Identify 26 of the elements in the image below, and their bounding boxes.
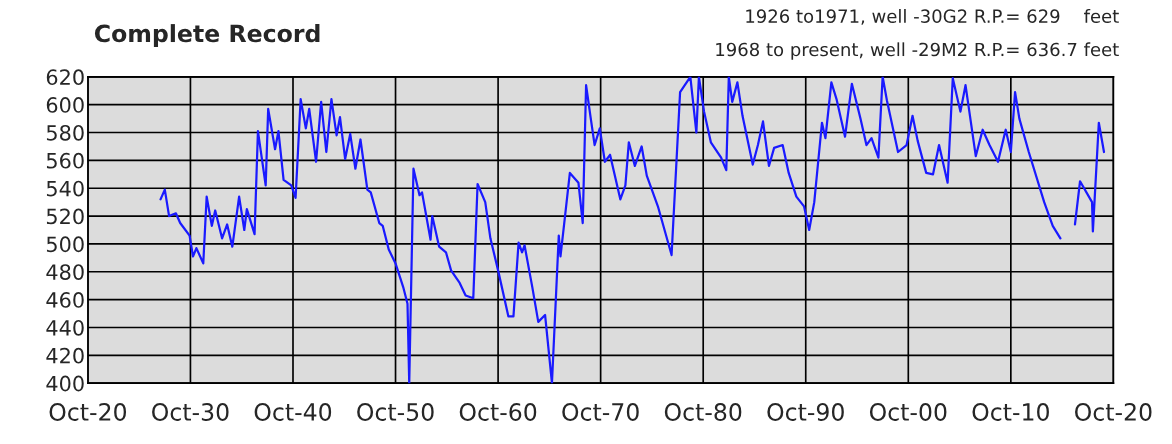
x-tick-label: Oct-50	[357, 403, 434, 421]
y-tick-label: 440	[46, 319, 84, 336]
y-tick-label: 600	[46, 97, 84, 113]
y-tick-label: 500	[46, 236, 84, 253]
y-tick-label: 520	[46, 208, 84, 225]
x-tick-label: Oct-80	[664, 403, 742, 421]
x-tick-label: Oct-70	[562, 403, 639, 421]
y-tick-label: 420	[46, 347, 84, 364]
x-tick-label: Oct-40	[254, 403, 332, 421]
x-tick-label: Oct-90	[767, 403, 844, 421]
x-tick-label: Oct-20	[49, 403, 127, 421]
text: 1968 to present, well -29M2 R.P.= 636.7 feet	[716, 42, 1119, 60]
x-tick-label: Oct-60	[459, 403, 537, 421]
y-tick-label: 560	[46, 152, 84, 169]
x-tick-label: Oct-30	[152, 403, 229, 421]
y-tick-label: 400	[46, 375, 84, 392]
y-tick-label: 620	[46, 69, 84, 86]
y-tick-label: 480	[46, 264, 84, 280]
y-tick-label: 540	[46, 180, 84, 197]
text: 1926 to1971, well -30G2 R.P.= 629 feet	[746, 9, 1119, 25]
chart-title: Complete Record	[94, 24, 320, 47]
x-tick-label: Oct-00	[869, 403, 947, 421]
y-tick-label: 580	[46, 124, 84, 141]
x-tick-label: Oct-10	[972, 403, 1049, 421]
x-tick-label: Oct-20	[1075, 403, 1152, 421]
y-tick-label: 460	[46, 292, 84, 308]
